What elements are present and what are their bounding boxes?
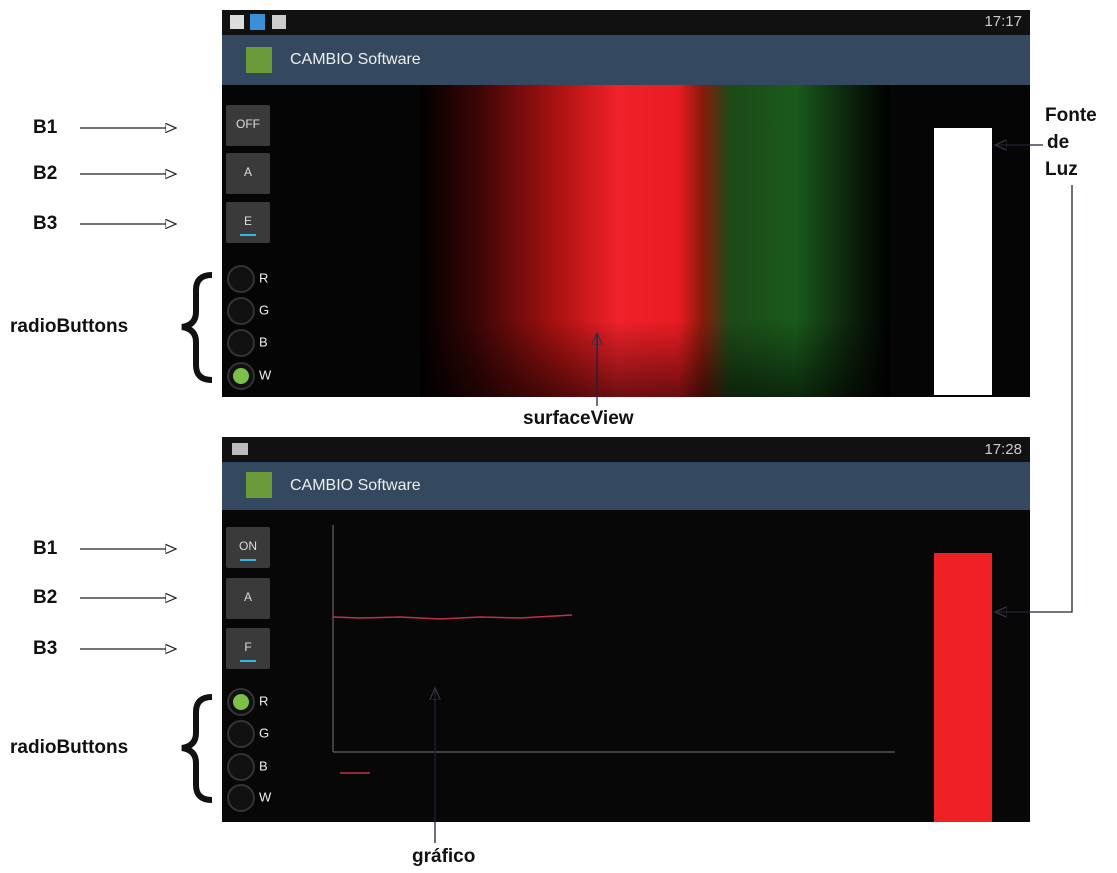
figure: 17:17 CAMBIO Software OFF A E R G B W 17:28 CA… [0,0,1117,873]
label-b1: B1 [33,117,58,138]
label-light: de [1047,132,1069,153]
status-bar [222,437,1030,462]
radio-button[interactable] [228,754,254,780]
radio-button[interactable] [228,266,254,292]
button-label: E [244,214,252,228]
radio-button[interactable] [228,330,254,356]
status-time: 17:17 [984,13,1022,30]
app-title: CAMBIO Software [290,477,421,494]
brace [182,275,212,380]
app-title: CAMBIO Software [290,51,421,68]
label-graph: gráfico [412,846,475,867]
radio-button[interactable] [228,298,254,324]
radio-button[interactable] [228,721,254,747]
radio-label: W [259,789,272,804]
status-icon [232,443,248,455]
label-b2: B2 [33,163,57,184]
label-b1: B1 [33,538,58,559]
label-b3: B3 [33,213,57,234]
button-indicator [240,660,256,662]
light-source [934,553,992,822]
label-light: Fonte [1045,105,1097,126]
radio-label: B [259,334,268,349]
button-label: F [244,640,251,654]
label-radio: radioButtons [10,316,128,337]
screen-top: 17:17 CAMBIO Software OFF A E R G B W [222,10,1030,397]
app-icon [246,47,272,73]
label-b2: B2 [33,587,57,608]
status-time: 17:28 [984,441,1022,458]
button-indicator [240,234,256,236]
label-b3: B3 [33,638,57,659]
app-icon [246,472,272,498]
radio-button[interactable] [228,785,254,811]
button-label: ON [239,539,257,553]
radio-label: R [259,693,268,708]
surface-fade [420,85,890,397]
radio-label: W [259,367,272,382]
label-surface: surfaceView [523,408,634,429]
radio-label: G [259,725,269,740]
button-label: OFF [236,117,260,131]
label-radio: radioButtons [10,737,128,758]
button-indicator [240,559,256,561]
brace [182,697,212,800]
status-icon [250,14,265,30]
radio-label: G [259,302,269,317]
radio-label: R [259,270,268,285]
label-light: Luz [1045,159,1078,180]
radio-dot [233,694,249,710]
light-source [934,128,992,395]
status-bar [222,10,1030,35]
screen-bottom: 17:28 CAMBIO Software ON A F R G B W [222,437,1030,822]
button-label: A [244,165,252,179]
status-icon [272,15,286,29]
radio-label: B [259,758,268,773]
status-icon [230,15,244,29]
radio-dot [233,368,249,384]
button-label: A [244,590,252,604]
